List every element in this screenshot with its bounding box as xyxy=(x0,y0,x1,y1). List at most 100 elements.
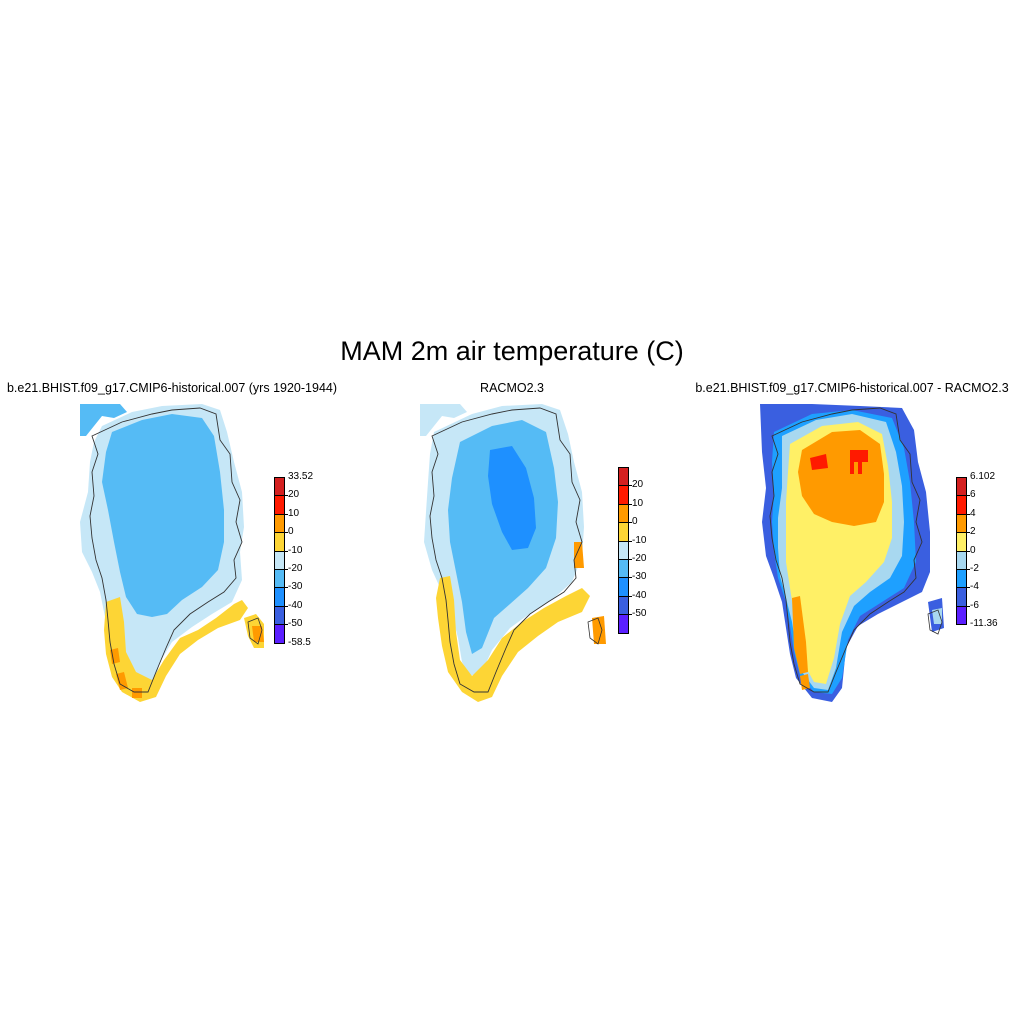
colorbar-swatch xyxy=(274,532,285,552)
colorbar-label: 0 xyxy=(970,544,976,556)
colorbar-label: -30 xyxy=(288,581,303,593)
map-zone-plus2-south-b xyxy=(800,674,810,690)
colorbar-swatch xyxy=(274,587,285,607)
colorbar-swatch xyxy=(618,522,629,542)
map-zone-minus10 xyxy=(104,597,248,702)
colorbar-label: -11.36 xyxy=(970,618,998,630)
colorbar-tick xyxy=(967,587,970,589)
colorbar-label: -40 xyxy=(632,589,647,601)
colorbar-label: -40 xyxy=(288,599,303,611)
map-ice-patch-nw xyxy=(420,404,467,436)
colorbar-label: -4 xyxy=(970,581,979,593)
map-model xyxy=(80,404,264,702)
colorbar-tick xyxy=(967,569,970,570)
map-coastline xyxy=(89,407,243,693)
colorbar-tick xyxy=(285,495,288,497)
map-zone-minus30 xyxy=(448,420,558,654)
map-zone-plus4-b xyxy=(850,450,868,474)
map-zone-minus30 xyxy=(102,414,224,617)
colorbar-tick xyxy=(285,587,288,589)
colorbar-label: 6 xyxy=(970,489,976,501)
colorbar-label: 10 xyxy=(288,507,300,519)
map-zone-zero-a xyxy=(110,648,120,664)
colorbar-tick xyxy=(629,503,632,505)
map-zone-minus10 xyxy=(436,576,590,702)
colorbar-tick xyxy=(285,550,288,552)
colorbar-swatch xyxy=(618,559,629,579)
colorbar-label: -10 xyxy=(288,544,303,556)
figure-title: MAM 2m air temperature (C) xyxy=(340,336,684,366)
colorbar-tick xyxy=(967,550,970,552)
map-island-east-b xyxy=(932,608,942,624)
colorbar-tick xyxy=(629,540,632,542)
map-coastline-island xyxy=(927,609,943,635)
colorbar-swatch xyxy=(274,624,285,644)
colorbar-swatch xyxy=(274,605,285,626)
map-zone-zero-a xyxy=(574,542,584,568)
colorbar-label: 0 xyxy=(288,526,294,538)
colorbar-label: -50 xyxy=(288,618,303,630)
colorbar-label: 0 xyxy=(632,516,638,528)
map-coastline-island xyxy=(587,617,603,645)
map-ice-patch-nw xyxy=(80,404,127,436)
colorbar-tick xyxy=(629,577,632,579)
colorbar-label: -6 xyxy=(970,599,979,611)
colorbar-swatch xyxy=(274,513,285,534)
map-zone-plus2-south xyxy=(792,596,808,674)
colorbar-label: 6.102 xyxy=(970,471,996,482)
colorbar-tick xyxy=(967,532,970,534)
map-island-east-orange xyxy=(252,626,264,642)
colorbar-difference: -11.36 -6 -4 -2 0 2 4 6 6.102 xyxy=(956,472,1016,629)
map-racmo xyxy=(420,404,606,702)
colorbar-tick xyxy=(967,605,970,607)
colorbar-label: 4 xyxy=(970,507,976,519)
map-coastline xyxy=(769,407,923,693)
colorbar-swatch xyxy=(956,605,967,626)
map-island-east-orange xyxy=(592,616,606,644)
colorbar-label: 2 xyxy=(970,526,976,538)
map-zone-plus4-a xyxy=(810,454,828,470)
colorbar-swatch xyxy=(956,477,967,497)
colorbar-tick xyxy=(629,485,632,487)
panel-model: b.e21.BHIST.f09_g17.CMIP6-historical.007… xyxy=(2,380,342,710)
colorbar-label: 33.52 xyxy=(288,471,314,482)
colorbar-label: -10 xyxy=(632,534,647,546)
colorbar-swatch xyxy=(274,550,285,570)
colorbar-swatch xyxy=(618,595,629,616)
panel-title-model: b.e21.BHIST.f09_g17.CMIP6-historical.007… xyxy=(6,381,338,395)
colorbar-swatch xyxy=(618,467,629,487)
colorbar-tick xyxy=(967,495,970,497)
colorbar-tick xyxy=(629,559,632,560)
colorbar-swatch xyxy=(618,614,629,634)
colorbar-tick xyxy=(285,605,288,607)
colorbar-swatch xyxy=(618,540,629,560)
colorbar-swatch xyxy=(274,477,285,497)
map-difference xyxy=(760,404,944,702)
map-zone-minus40 xyxy=(488,446,536,550)
colorbar-swatch xyxy=(956,513,967,534)
colorbar-tick xyxy=(967,513,970,515)
colorbar-label: -20 xyxy=(288,563,303,574)
colorbar-swatch xyxy=(618,485,629,505)
colorbar-tick xyxy=(629,595,632,597)
map-coastline xyxy=(429,407,583,693)
colorbar-label: -30 xyxy=(632,571,647,583)
colorbar-swatch xyxy=(956,495,967,515)
colorbar-tick xyxy=(285,513,288,515)
colorbar-swatch xyxy=(956,550,967,570)
colorbar-model: -58.5 -50 -40 -30 -20 -10 0 10 20 33.52 xyxy=(274,472,334,647)
colorbar-label: -58.5 xyxy=(288,636,311,648)
colorbar-swatch xyxy=(618,577,629,597)
colorbar-label: -20 xyxy=(632,553,647,564)
colorbar-label: 20 xyxy=(288,489,300,501)
map-coastline-island xyxy=(247,617,263,645)
colorbar-tick xyxy=(285,569,288,570)
colorbar-swatch xyxy=(956,587,967,607)
panel-racmo: RACMO2.3 -50 -40 -30 -20 -10 0 10 20 xyxy=(342,380,682,710)
colorbar-swatch xyxy=(274,569,285,589)
colorbar-racmo: -50 -40 -30 -20 -10 0 10 20 xyxy=(618,467,678,634)
panel-title-difference: b.e21.BHIST.f09_g17.CMIP6-historical.007… xyxy=(695,381,1009,395)
panel-title-racmo: RACMO2.3 xyxy=(480,381,544,395)
colorbar-tick xyxy=(629,522,632,524)
colorbar-tick xyxy=(285,624,288,626)
